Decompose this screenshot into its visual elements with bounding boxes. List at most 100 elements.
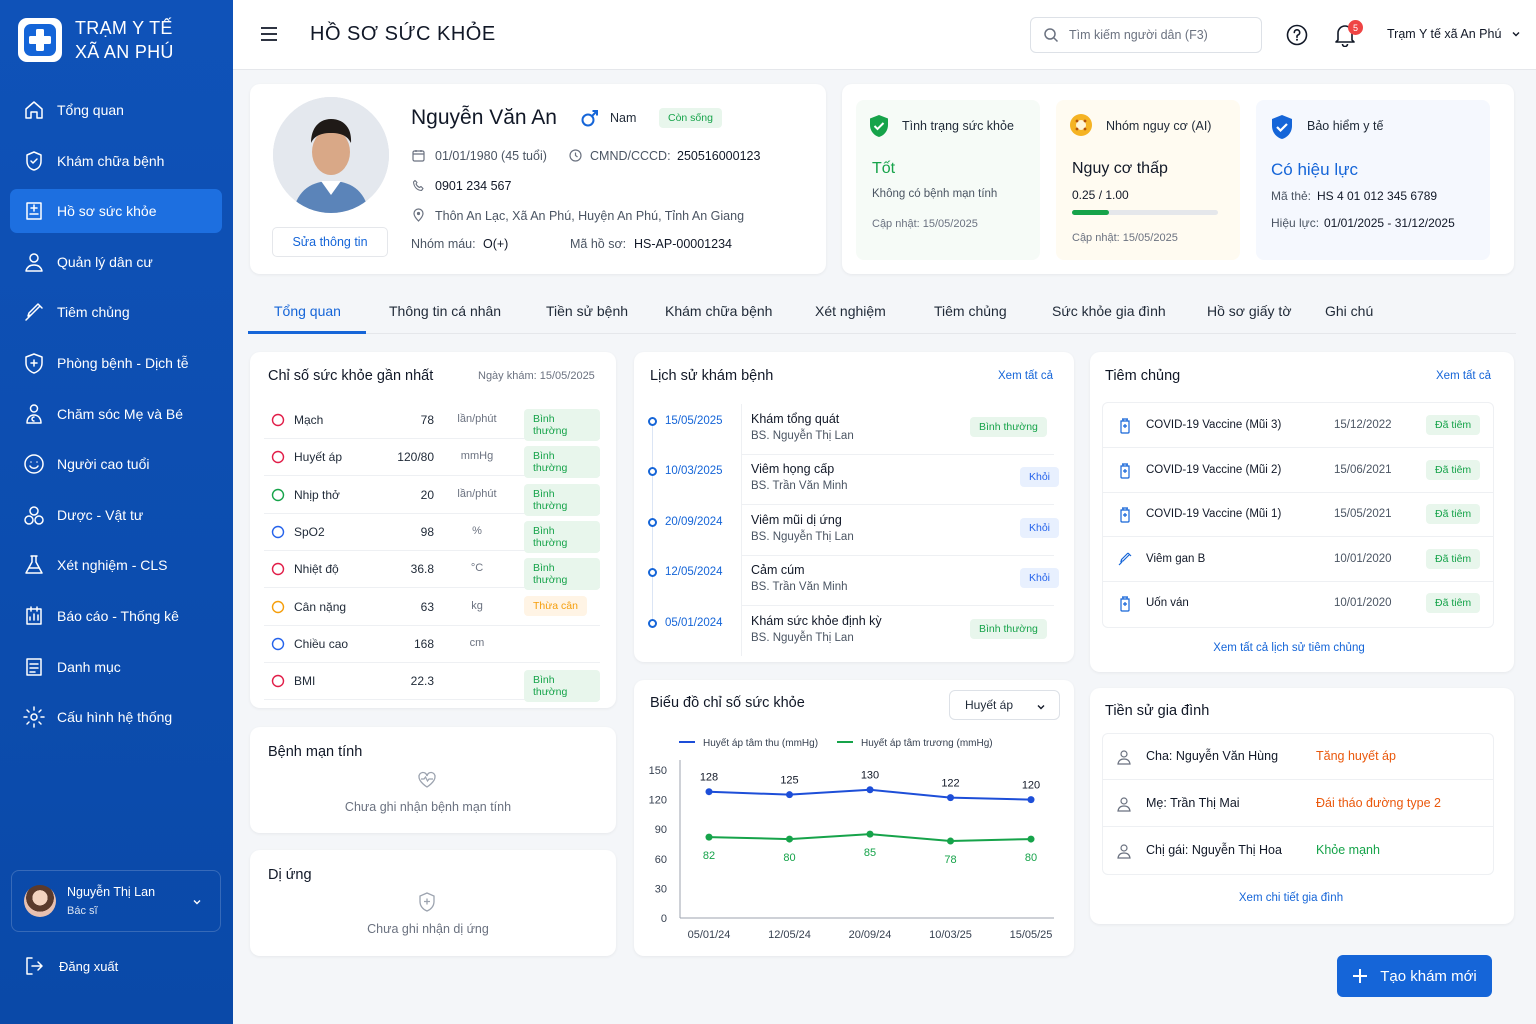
insurance-valid: 01/01/2025 - 31/12/2025 <box>1324 216 1455 230</box>
sidebar-item-danh-muc[interactable]: Danh mục <box>10 645 222 689</box>
sidebar-item-tong-quan[interactable]: Tổng quan <box>10 88 222 132</box>
id-value: 250516000123 <box>677 149 761 163</box>
new-exam-button[interactable]: Tạo khám mới <box>1337 955 1492 997</box>
history-row[interactable]: 05/01/2024 Khám sức khỏe định kỳ BS. Nguyễ… <box>634 605 1074 664</box>
oxygen-icon <box>271 525 285 539</box>
tab-7[interactable]: Hồ sơ giấy tờ <box>1207 303 1292 319</box>
blood-label: Nhóm máu: <box>411 237 476 251</box>
history-date: 15/05/2025 <box>665 415 723 427</box>
syringe-icon <box>1118 552 1132 565</box>
history-row[interactable]: 12/05/2024 Cảm cúm BS. Trần Văn Minh Khỏi <box>634 555 1074 613</box>
chart-title: Biểu đồ chỉ số sức khỏe <box>650 695 805 711</box>
insurance-valid-label: Hiệu lực: <box>1271 216 1320 230</box>
sidebar-item-nguoi-cao-tuoi[interactable]: Người cao tuổi <box>10 442 222 486</box>
vaccination-history-link[interactable]: Xem tất cả lịch sử tiêm chủng <box>1213 642 1365 654</box>
vital-value: 20 <box>420 487 434 502</box>
vital-status-badge: Bình thường <box>524 446 600 479</box>
sidebar-item-cau-hinh-he-thong[interactable]: Cấu hình hệ thống <box>10 695 222 739</box>
history-status-badge: Khỏi <box>1020 467 1060 488</box>
vaccination-row[interactable]: COVID-19 Vaccine (Mũi 3) 15/12/2022 Đã tiê… <box>1102 404 1494 448</box>
sidebar-item-xet-nghiem-cls[interactable]: Xét nghiệm - CLS <box>10 543 222 587</box>
family-row[interactable]: Chị gái: Nguyễn Thị Hoa Khỏe mạnh <box>1102 827 1494 874</box>
vaccination-row[interactable]: Viêm gan B 10/01/2020 Đã tiêm <box>1102 538 1494 582</box>
vaccination-view-all-link[interactable]: Xem tất cả <box>1436 370 1491 382</box>
vital-value: 168 <box>413 636 434 651</box>
chart-metric-select[interactable]: Huyết áp <box>949 690 1060 720</box>
heart-icon <box>271 413 285 427</box>
history-status-badge: Khỏi <box>1020 517 1060 538</box>
family-member: Chị gái: Nguyễn Thị Hoa <box>1146 843 1282 857</box>
help-icon[interactable] <box>1286 24 1308 46</box>
vaccine-date: 10/01/2020 <box>1334 597 1392 609</box>
data-point <box>947 837 954 845</box>
vital-row: Cân nặng 63 kg Thừa cân <box>264 589 600 626</box>
tab-2[interactable]: Tiền sử bệnh <box>546 303 629 319</box>
history-view-all-link[interactable]: Xem tất cả <box>998 370 1053 382</box>
x-tick-label: 05/01/24 <box>688 929 731 941</box>
flask-icon <box>25 555 43 575</box>
vaccination-row[interactable]: Uốn ván 10/01/2020 Đã tiêm <box>1102 582 1494 626</box>
tab-0[interactable]: Tổng quan <box>274 303 341 319</box>
history-status-badge: Khỏi <box>1020 568 1060 589</box>
shield-check-icon <box>870 115 888 137</box>
health-desc: Không có bệnh mạn tính <box>872 188 998 200</box>
health-title: Tình trạng sức khỏe <box>902 119 1014 133</box>
family-condition: Tăng huyết áp <box>1316 749 1396 763</box>
vital-name: SpO2 <box>294 524 325 539</box>
family-detail-link[interactable]: Xem chi tiết gia đình <box>1238 892 1344 904</box>
vaccination-row[interactable]: COVID-19 Vaccine (Mũi 2) 15/06/2021 Đã tiê… <box>1102 449 1494 493</box>
y-tick-label: 120 <box>649 795 667 807</box>
vital-value: 78 <box>420 413 434 427</box>
insurance-code-label: Mã thẻ: <box>1271 189 1312 203</box>
vaccine-date: 15/12/2022 <box>1334 419 1392 431</box>
org-selector[interactable]: Trạm Y tế xã An Phú <box>1387 27 1521 41</box>
tab-6[interactable]: Sức khỏe gia đình <box>1052 303 1166 319</box>
tab-5[interactable]: Tiêm chủng <box>934 303 1007 319</box>
tab-4[interactable]: Xét nghiệm <box>815 303 886 319</box>
logout-button[interactable]: Đăng xuất <box>23 955 118 977</box>
sidebar-item-cham-soc-me-va-be[interactable]: Chăm sóc Mẹ và Bé <box>10 392 222 436</box>
vital-name: Nhiệt độ <box>294 562 339 577</box>
list-icon <box>26 657 42 676</box>
vaccine-name: Viêm gan B <box>1146 552 1206 565</box>
sidebar-item-kham-chua-benh[interactable]: Khám chữa bệnh <box>10 139 222 183</box>
patient-name: Nguyễn Văn An <box>411 106 557 129</box>
sidebar-item-ho-so-suc-khoe[interactable]: Hồ sơ sức khỏe <box>10 189 222 234</box>
vital-row: Chiều cao 168 cm <box>264 626 600 663</box>
search-input[interactable]: Tìm kiếm người dân (F3) <box>1030 17 1262 53</box>
history-row[interactable]: 10/03/2025 Viêm họng cấp BS. Trần Văn Minh… <box>634 454 1074 512</box>
edit-info-button[interactable]: Sửa thông tin <box>272 227 388 257</box>
avatar <box>24 885 56 917</box>
tab-8[interactable]: Ghi chú <box>1325 303 1374 319</box>
menu-icon[interactable] <box>259 24 279 44</box>
history-divider <box>741 605 742 656</box>
vial-icon <box>1120 462 1130 479</box>
bmi-icon <box>271 674 285 688</box>
record-tabs: Tổng quan Thông tin cá nhân Tiền sử bệnh Kh… <box>248 292 1516 334</box>
history-row[interactable]: 20/09/2024 Viêm mũi dị ứng BS. Nguyễn Thị … <box>634 504 1074 563</box>
sidebar-item-quan-ly-dan-cu[interactable]: Quản lý dân cư <box>10 240 222 284</box>
sidebar-item-bao-cao-thong-ke[interactable]: Báo cáo - Thống kê <box>10 594 222 638</box>
lungs-icon <box>271 488 285 501</box>
person-icon <box>1117 844 1131 859</box>
chronic-disease-card: Bệnh mạn tính Chưa ghi nhận bệnh mạn tín… <box>250 727 616 833</box>
brand[interactable]: TRẠM Y TẾ XÃ AN PHÚ <box>18 16 174 64</box>
insurance-shield-icon <box>1272 115 1292 139</box>
y-tick-label: 150 <box>649 765 667 777</box>
sidebar-item-phong-benh-dich-te[interactable]: Phòng bệnh - Dịch tễ <box>10 341 222 385</box>
risk-progress-track <box>1072 210 1218 215</box>
family-row[interactable]: Mẹ: Trần Thị Mai Đái tháo đường type 2 <box>1102 780 1494 827</box>
sidebar-item-duoc-vat-tu[interactable]: Dược - Vật tư <box>10 493 222 537</box>
vital-status-badge: Thừa cân <box>524 595 587 616</box>
sidebar-item-tiem-chung[interactable]: Tiêm chủng <box>10 290 222 334</box>
user-profile[interactable]: Nguyễn Thị Lan Bác sĩ <box>11 870 221 932</box>
data-point <box>1027 835 1035 843</box>
family-row[interactable]: Cha: Nguyễn Văn Hùng Tăng huyết áp <box>1102 733 1494 780</box>
tab-1[interactable]: Thông tin cá nhân <box>389 303 502 319</box>
vaccination-row[interactable]: COVID-19 Vaccine (Mũi 1) 15/05/2021 Đã tiê… <box>1102 493 1494 537</box>
history-row[interactable]: 15/05/2025 Khám tổng quát BS. Nguyễn Thị L… <box>634 404 1074 462</box>
data-point <box>947 794 954 802</box>
tab-3[interactable]: Khám chữa bệnh <box>665 303 773 319</box>
history-doctor: BS. Trần Văn Minh <box>751 581 848 594</box>
vital-name: Nhịp thở <box>294 487 340 502</box>
